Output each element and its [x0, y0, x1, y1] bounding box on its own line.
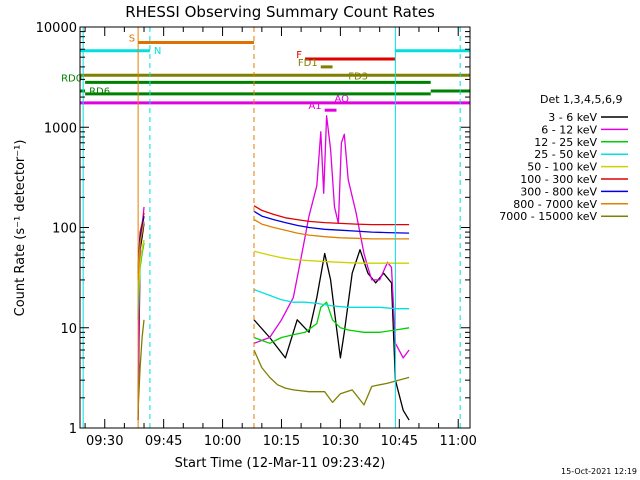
- series-line-4-seg-0: [137, 239, 145, 298]
- legend-label-8: 7000 - 15000 keV: [499, 210, 597, 223]
- legend-title: Det 1,3,4,5,6,9: [540, 93, 623, 106]
- flag-label-11: A1: [308, 101, 321, 112]
- legend-label-5: 100 - 300 keV: [520, 173, 597, 186]
- series-line-8-seg-1: [253, 349, 410, 406]
- legend-label-0: 3 - 6 keV: [548, 111, 597, 124]
- legend-label-7: 800 - 7000 keV: [513, 198, 597, 211]
- series-layer: [137, 115, 410, 421]
- x-tick-label-3: 10:15: [263, 434, 300, 449]
- flag-label-1: N: [154, 46, 161, 57]
- y-tick-label-2: 100: [52, 222, 77, 237]
- flag-label-10: AQ: [335, 94, 350, 105]
- flag-label-8: RD6: [89, 86, 110, 97]
- legend-label-4: 50 - 100 keV: [527, 161, 597, 174]
- flag-label-5: FD3: [348, 71, 368, 82]
- series-line-7-seg-1: [253, 219, 410, 240]
- y-tick-label-4: 10000: [36, 21, 77, 36]
- legend-label-3: 25 - 50 keV: [534, 148, 597, 161]
- y-tick-label-0: 1: [69, 422, 77, 437]
- series-line-2-seg-1: [253, 301, 410, 344]
- y-tick-label-1: 10: [60, 322, 77, 337]
- series-line-8-seg-0: [137, 319, 145, 411]
- flag-label-6: RD0: [61, 73, 82, 84]
- legend-label-2: 12 - 25 keV: [534, 136, 597, 149]
- x-axis-label: Start Time (12-Mar-11 09:23:42): [175, 456, 386, 471]
- legend-label-1: 6 - 12 keV: [541, 123, 597, 136]
- x-tick-label-2: 10:00: [204, 434, 241, 449]
- timestamp-stamp: 15-Oct-2021 12:19: [561, 467, 637, 476]
- x-tick-label-4: 10:30: [322, 434, 359, 449]
- y-axis-label: Count Rate (s⁻¹ detector⁻¹): [13, 140, 28, 317]
- chart-title: RHESSI Observing Summary Count Rates: [125, 3, 435, 21]
- series-line-6-seg-1: [253, 210, 410, 234]
- x-tick-label-5: 10:45: [381, 434, 418, 449]
- series-line-4-seg-1: [253, 250, 410, 264]
- vertical-markers-layer: [82, 27, 461, 428]
- axes-layer: 1 10 100 1000 10000 09:30 09:45 10:00 10:15 10:30…: [36, 21, 477, 449]
- series-line-1-seg-1: [253, 115, 410, 359]
- series-line-5-seg-1: [253, 205, 410, 226]
- legend-label-6: 300 - 800 keV: [520, 185, 597, 198]
- flag-label-3: F: [296, 50, 302, 61]
- flag-label-0: S: [129, 34, 135, 45]
- x-tick-label-6: 11:00: [439, 434, 476, 449]
- series-line-0-seg-1: [253, 249, 410, 421]
- series-line-7-seg-0: [137, 221, 145, 280]
- y-tick-label-3: 1000: [44, 121, 77, 136]
- x-tick-label-1: 09:45: [145, 434, 182, 449]
- series-line-3-seg-1: [253, 288, 410, 310]
- flag-label-4: FD1: [298, 58, 318, 69]
- x-tick-label-0: 09:30: [86, 434, 123, 449]
